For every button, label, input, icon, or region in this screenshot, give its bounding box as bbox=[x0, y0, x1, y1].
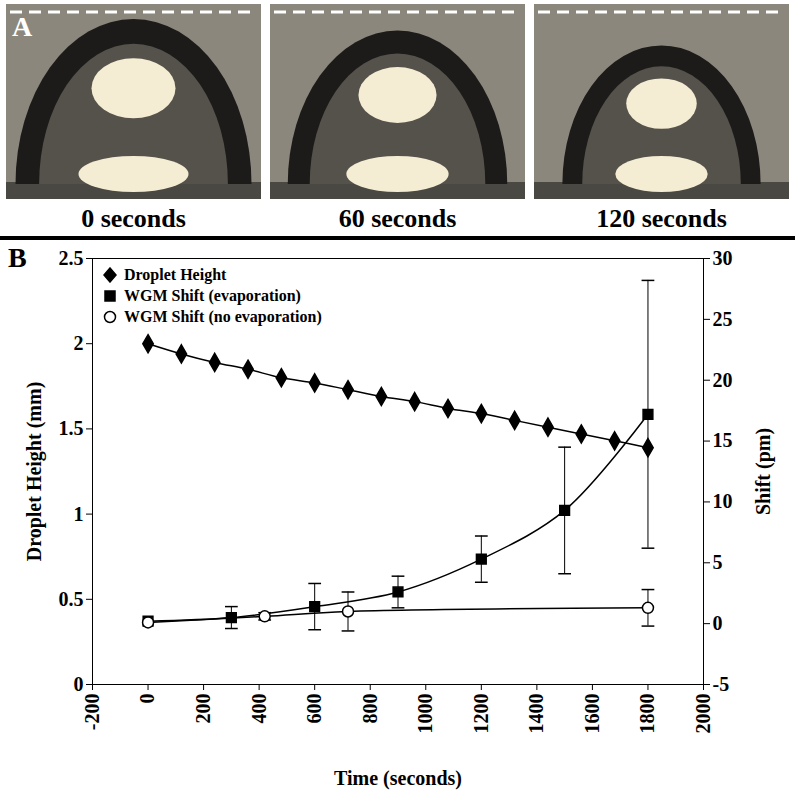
svg-text:20: 20 bbox=[713, 369, 733, 391]
svg-text:1000: 1000 bbox=[414, 694, 436, 734]
svg-text:1: 1 bbox=[74, 503, 84, 525]
svg-text:Droplet Height (mm): Droplet Height (mm) bbox=[23, 382, 46, 562]
html-text:B: B bbox=[8, 242, 27, 273]
svg-text:600: 600 bbox=[303, 694, 325, 724]
svg-text:0: 0 bbox=[74, 673, 84, 695]
svg-text:-200: -200 bbox=[81, 694, 103, 731]
svg-text:0 seconds: 0 seconds bbox=[81, 204, 186, 233]
svg-text:60 seconds: 60 seconds bbox=[339, 204, 457, 233]
svg-text:2000: 2000 bbox=[692, 694, 714, 734]
svg-text:1200: 1200 bbox=[470, 694, 492, 734]
svg-text:800: 800 bbox=[359, 694, 381, 724]
svg-text:5: 5 bbox=[713, 551, 723, 573]
svg-text:Shift (pm): Shift (pm) bbox=[752, 428, 775, 515]
svg-text:400: 400 bbox=[248, 694, 270, 724]
svg-text:10: 10 bbox=[713, 490, 733, 512]
svg-text:25: 25 bbox=[713, 308, 733, 330]
html-text:Droplet Height: Droplet Height bbox=[124, 266, 227, 283]
html-text:WGM Shift (no evaporation): WGM Shift (no evaporation) bbox=[124, 308, 322, 325]
svg-text:15: 15 bbox=[713, 429, 733, 451]
svg-text:0: 0 bbox=[136, 694, 158, 704]
svg-text:Time (seconds): Time (seconds) bbox=[334, 767, 462, 790]
svg-text:1600: 1600 bbox=[581, 694, 603, 734]
svg-text:0: 0 bbox=[713, 612, 723, 634]
svg-text:1400: 1400 bbox=[525, 694, 547, 734]
svg-text:1.5: 1.5 bbox=[59, 417, 84, 439]
svg-text:2.5: 2.5 bbox=[59, 247, 84, 269]
svg-text:30: 30 bbox=[713, 247, 733, 269]
svg-text:0.5: 0.5 bbox=[59, 588, 84, 610]
svg-text:200: 200 bbox=[192, 694, 214, 724]
svg-text:2: 2 bbox=[74, 332, 84, 354]
svg-text:1800: 1800 bbox=[636, 694, 658, 734]
svg-text:A: A bbox=[12, 11, 33, 42]
html-text:WGM Shift (evaporation): WGM Shift (evaporation) bbox=[124, 287, 301, 304]
svg-text:-5: -5 bbox=[713, 673, 730, 695]
svg-text:120 seconds: 120 seconds bbox=[596, 204, 727, 233]
